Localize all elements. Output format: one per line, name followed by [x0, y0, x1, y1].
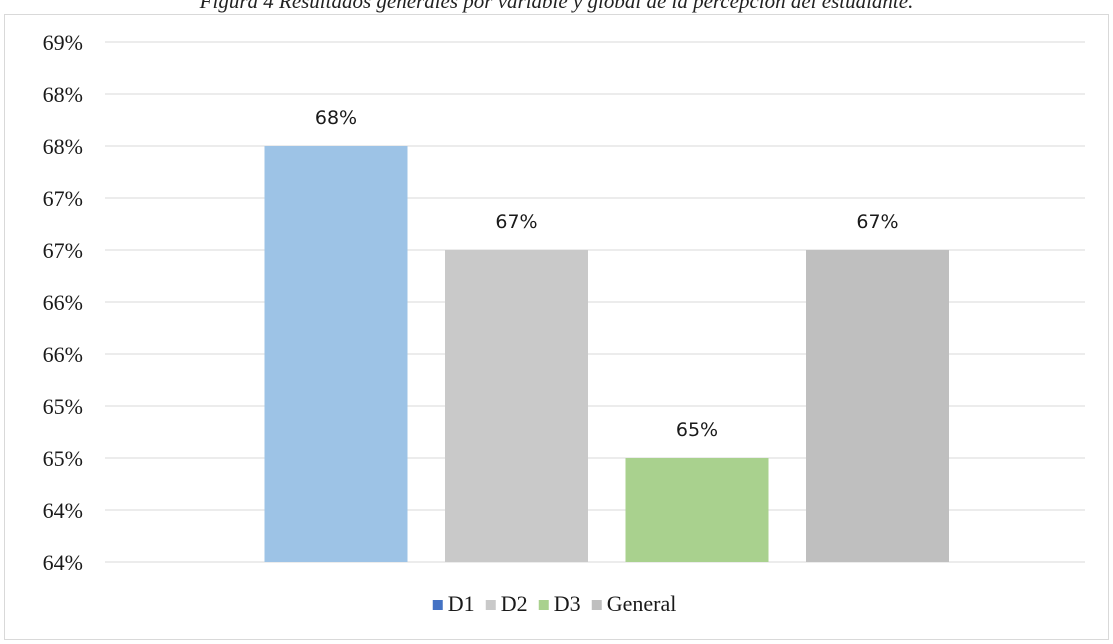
data-label: 68% [315, 107, 357, 129]
legend-label: D2 [501, 591, 528, 616]
legend-label: D3 [554, 591, 581, 616]
y-tick-label: 64% [43, 550, 83, 575]
y-tick-label: 64% [43, 498, 83, 523]
y-tick-label: 66% [43, 342, 83, 367]
y-tick-label: 67% [43, 186, 83, 211]
legend-label: D1 [448, 591, 475, 616]
legend-swatch [591, 600, 602, 610]
legend-swatch [538, 600, 549, 610]
data-labels: 68% 67% 65% 67% [315, 107, 899, 441]
chart-frame: 64% 64% 65% 65% 66% 66% 67% 67% 68% 68% 69% 68% 67%… [4, 14, 1109, 640]
bar-general [806, 250, 949, 562]
y-tick-label: 69% [43, 30, 83, 55]
y-tick-label: 67% [43, 238, 83, 263]
y-axis-tick-labels: 64% 64% 65% 65% 66% 66% 67% 67% 68% 68% 69% [43, 30, 83, 575]
legend-swatch [485, 600, 496, 610]
figure-caption-strip: Figura 4 Resultados generales por variab… [0, 0, 1113, 16]
bar-d3 [625, 458, 769, 562]
y-tick-label: 68% [43, 134, 83, 159]
bar-chart: 64% 64% 65% 65% 66% 66% 67% 67% 68% 68% 69% 68% 67%… [43, 30, 1085, 616]
bars [264, 146, 949, 562]
bar-d2 [445, 250, 588, 562]
y-tick-label: 66% [43, 290, 83, 315]
y-tick-label: 65% [43, 446, 83, 471]
figure-caption: Figura 4 Resultados generales por variab… [199, 0, 914, 13]
y-tick-label: 68% [43, 82, 83, 107]
y-tick-label: 65% [43, 394, 83, 419]
legend-swatch [432, 600, 443, 610]
data-label: 65% [676, 419, 718, 441]
legend-label: General [607, 591, 677, 616]
bar-d1 [264, 146, 408, 562]
legend: D1 D2 D3 General [432, 591, 677, 616]
data-label: 67% [856, 211, 898, 233]
data-label: 67% [495, 211, 537, 233]
